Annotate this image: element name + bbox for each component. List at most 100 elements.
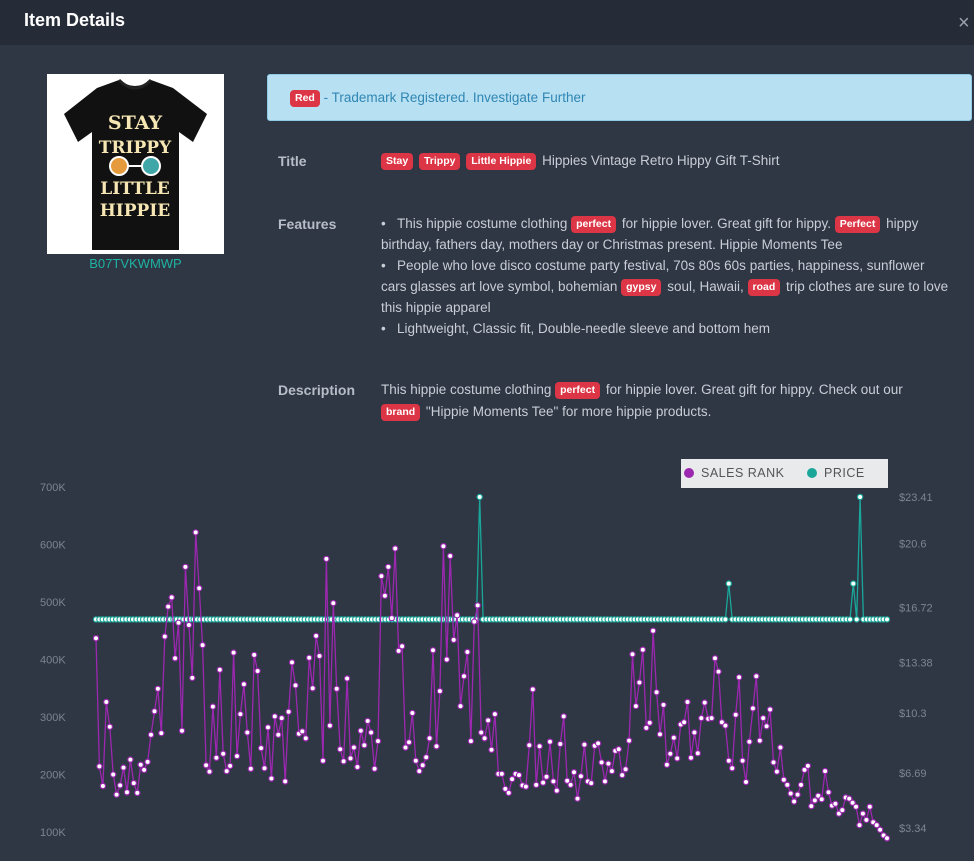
sales-rank-point [687, 754, 695, 761]
sales-rank-point [808, 802, 815, 810]
sales-rank-point [257, 744, 265, 752]
sales-rank-point [570, 769, 578, 776]
sales-rank-point [594, 740, 602, 747]
sales-rank-point [330, 599, 337, 607]
asin-link[interactable]: B07TVKWMWP [89, 256, 182, 271]
sales-rank-point [423, 754, 430, 761]
title-text: Hippies Vintage Retro Hippy Gift T-Shirt [542, 153, 780, 168]
glasses-right [141, 156, 161, 176]
sales-rank-point [866, 803, 874, 810]
sales-rank-point [811, 797, 819, 804]
modal-header: Item Details × [0, 0, 974, 45]
sales-rank-point [646, 719, 653, 726]
sales-rank-point [746, 738, 753, 745]
sales-rank-point [639, 646, 647, 653]
sales-rank-point [574, 795, 581, 802]
sales-rank-point [564, 777, 571, 784]
sales-rank-point [691, 729, 698, 736]
sales-rank-point [536, 743, 543, 750]
trademark-alert: Red - Trademark Registered. Investigate … [267, 74, 972, 121]
sales-rank-point [550, 778, 557, 785]
sales-rank-point [787, 790, 794, 797]
keyword-tag: gypsy [621, 279, 662, 296]
sales-rank-point [636, 679, 643, 686]
product-image: STAY TRIPPY LITTLE HIPPIE [47, 74, 224, 254]
sales-rank-point [846, 795, 853, 802]
sales-rank-point [680, 719, 688, 726]
sales-rank-point [443, 656, 450, 663]
sales-rank-point [725, 757, 733, 764]
sales-rank-point [790, 798, 798, 805]
sales-rank-point [226, 762, 234, 770]
sales-rank-point [230, 649, 237, 656]
sales-rank-point [140, 766, 148, 774]
sales-rank-point [849, 799, 856, 806]
sales-rank-point [357, 727, 364, 734]
sales-rank-point [478, 729, 485, 736]
sales-rank-point [429, 647, 437, 654]
keyword-tag: brand [381, 404, 421, 421]
left-axis-tick: 200K [40, 770, 66, 782]
sales-rank-point [770, 759, 777, 766]
legend-sales-rank[interactable]: SALES RANK [684, 466, 785, 480]
sales-rank-point [261, 765, 268, 772]
sales-rank-point [660, 701, 667, 709]
sales-rank-point [147, 731, 155, 738]
sales-rank-point [134, 789, 141, 797]
sales-rank-point [804, 762, 812, 770]
sales-rank-point [244, 729, 251, 736]
sales-rank-point [766, 706, 774, 713]
sales-rank-point [515, 771, 523, 779]
sales-rank-point [742, 778, 750, 786]
sales-rank-point [797, 781, 805, 789]
sales-rank-point [398, 643, 406, 650]
sales-rank-point [109, 771, 117, 778]
alert-tag: Red [290, 90, 320, 107]
close-icon[interactable]: × [958, 12, 970, 34]
sales-rank-point [158, 729, 165, 737]
sales-rank-point [182, 563, 189, 571]
sales-rank-point [773, 768, 781, 775]
sales-rank-point [450, 636, 457, 644]
sales-rank-point [567, 781, 574, 789]
sales-rank-point [777, 744, 784, 751]
sales-rank-point [343, 675, 351, 682]
sales-rank-point [735, 674, 743, 681]
sales-rank-point [474, 602, 481, 609]
sales-rank-point [340, 758, 347, 765]
sales-rank-point [275, 731, 282, 738]
sales-rank-point [711, 655, 719, 662]
sales-rank-price-chart: 700K 600K 500K 400K 300K 200K 100K $23.41 $20.6… [40, 482, 933, 842]
left-axis-tick: 400K [40, 655, 66, 667]
right-axis-tick: $10.3 [899, 708, 927, 720]
shirt-line2: TRIPPY [99, 138, 172, 158]
sales-rank-point [237, 710, 244, 718]
sales-rank-point [801, 766, 808, 774]
sales-rank-point [233, 752, 241, 760]
left-axis-tick: 300K [40, 712, 66, 724]
sales-rank-point [106, 723, 114, 730]
price-point [476, 493, 483, 501]
sales-rank-point [264, 724, 272, 731]
sales-rank-point [560, 713, 567, 720]
sales-rank-point [433, 743, 440, 750]
sales-rank-point [137, 761, 144, 768]
sales-rank-point [219, 750, 227, 757]
sales-rank-point [285, 708, 292, 715]
sales-rank-point [643, 724, 650, 732]
sales-rank-point [412, 757, 419, 764]
sales-rank-point [749, 705, 757, 712]
sales-rank-point [557, 740, 564, 748]
sales-rank-point [821, 767, 829, 775]
feature-line: birthday, fathers day, mothers day or Ch… [381, 237, 843, 252]
sales-rank-point [168, 594, 175, 601]
legend-price[interactable]: PRICE [807, 466, 865, 480]
sales-rank-point [302, 735, 309, 742]
sales-rank-point [481, 735, 488, 742]
glasses-left [109, 156, 129, 176]
sales-rank-point [306, 654, 313, 661]
sales-rank-point [522, 783, 530, 790]
sales-rank-point [268, 775, 275, 782]
sales-rank-point [832, 800, 839, 807]
sales-rank-point [319, 757, 327, 764]
